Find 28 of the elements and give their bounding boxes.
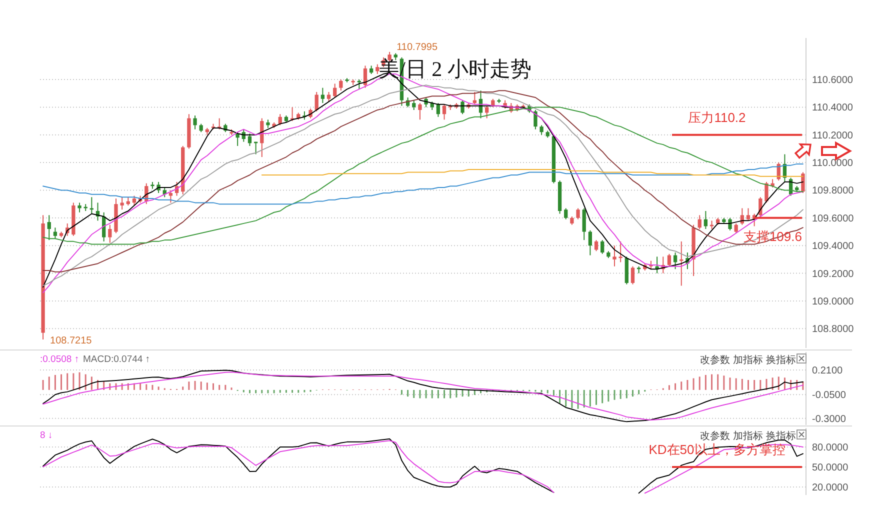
- y-tick-label: 109.6000: [812, 213, 854, 224]
- y-tick-label: -0.3000: [812, 414, 846, 425]
- y-tick-label: 108.8000: [812, 324, 854, 336]
- y-tick-label: 110.2000: [812, 130, 854, 142]
- annotation: 换指标: [766, 430, 796, 442]
- y-tick-label: 20.0000: [812, 482, 849, 494]
- annotation: :0.0508 ↑: [40, 354, 80, 365]
- y-tick-label: 109.0000: [812, 296, 854, 308]
- annotation: 108.7215: [50, 335, 92, 346]
- annotation: 换指标: [766, 354, 796, 366]
- y-tick-label: 80.0000: [812, 442, 849, 454]
- annotation: 8 ↓: [40, 430, 53, 441]
- y-tick-label: 110.6000: [812, 75, 854, 86]
- y-tick-label: 110.4000: [812, 102, 854, 114]
- annotation: MACD:0.0744 ↑: [83, 354, 150, 365]
- y-tick-label: 109.8000: [812, 186, 854, 197]
- annotation: 加指标: [733, 430, 763, 442]
- ref-line-label: 压力110.2: [688, 110, 746, 125]
- y-tick-label: 50.0000: [812, 462, 849, 474]
- annotation: 110.7995: [396, 42, 438, 53]
- y-tick-label: -0.0500: [812, 390, 846, 402]
- annotation: 改参数: [700, 354, 730, 366]
- annotation: 改参数: [700, 430, 730, 442]
- annotation: 加指标: [733, 354, 763, 366]
- y-tick-label: 110.0000: [812, 158, 854, 170]
- y-tick-label: 109.4000: [812, 241, 854, 252]
- y-tick-label: 109.2000: [812, 268, 854, 280]
- y-tick-label: 0.2100: [812, 366, 844, 377]
